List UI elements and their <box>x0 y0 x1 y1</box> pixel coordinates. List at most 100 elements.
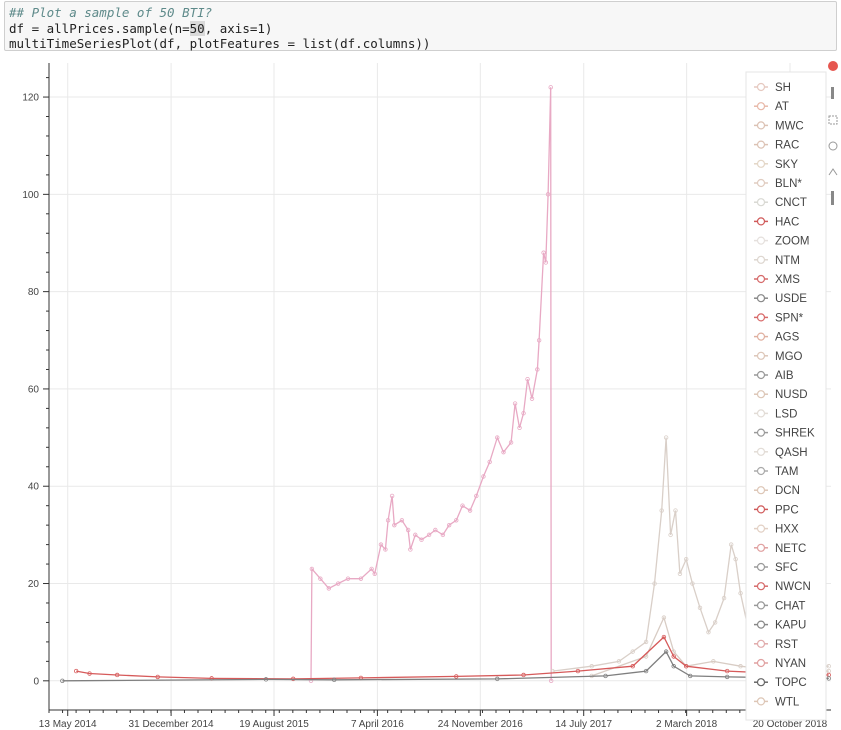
data-point <box>826 664 831 669</box>
data-point <box>663 435 669 440</box>
data-point <box>671 664 676 669</box>
legend-label: NWCN <box>775 581 811 593</box>
legend-label: SFC <box>775 562 798 574</box>
x-tick-label: 31 December 2014 <box>129 719 214 730</box>
data-point <box>335 581 341 586</box>
data-point <box>372 571 377 576</box>
legend-swatch-marker <box>756 140 766 149</box>
data-point <box>671 654 676 659</box>
legend-label: BLN* <box>775 178 802 190</box>
data-point <box>738 591 743 596</box>
legend-label: QASH <box>775 447 808 459</box>
legend-swatch-marker <box>756 582 766 591</box>
data-point <box>454 518 459 523</box>
data-point <box>345 576 351 581</box>
legend-swatch-marker <box>756 274 766 284</box>
data-point <box>545 192 551 197</box>
data-point <box>495 435 500 440</box>
data-point <box>721 595 727 601</box>
legend-label: TOPC <box>775 677 807 689</box>
data-point <box>512 401 518 406</box>
data-point <box>535 367 540 372</box>
data-point <box>673 508 678 513</box>
x-tick-label: 20 October 2018 <box>753 719 828 730</box>
reset-icon[interactable] <box>826 190 840 205</box>
box-zoom-icon[interactable] <box>826 114 840 128</box>
legend-label: AIB <box>775 370 794 382</box>
data-point <box>529 396 535 401</box>
legend-label: RAC <box>775 140 799 152</box>
legend-label: XMS <box>775 274 800 286</box>
legend-swatch-marker <box>756 82 766 92</box>
code-sample-post: , axis=1) <box>204 20 273 36</box>
legend-swatch-marker <box>756 370 766 380</box>
save-icon[interactable] <box>826 166 840 180</box>
data-point <box>155 674 160 680</box>
data-point <box>508 440 514 445</box>
data-point <box>326 586 332 591</box>
data-point <box>711 659 716 664</box>
data-point <box>383 547 388 552</box>
code-cell[interactable]: ## Plot a sample of 50 BTI? df = allPric… <box>4 1 837 51</box>
legend-swatch-marker <box>756 102 766 111</box>
data-point <box>454 674 459 679</box>
legend-swatch-marker <box>756 447 766 456</box>
bokeh-logo-icon[interactable] <box>826 60 840 74</box>
x-tick-label: 2 March 2018 <box>656 719 718 730</box>
data-point <box>521 672 526 678</box>
y-tick-label: 100 <box>22 190 39 201</box>
data-point <box>663 649 669 654</box>
pan-icon[interactable] <box>826 86 840 100</box>
legend-label: WTL <box>775 696 800 708</box>
legend-swatch-marker <box>756 562 766 572</box>
x-tick-label: 13 May 2014 <box>39 719 97 730</box>
x-tick-label: 14 July 2017 <box>555 719 612 730</box>
legend-swatch-marker <box>756 313 766 322</box>
data-point <box>73 668 79 674</box>
legend-swatch-marker <box>756 620 766 629</box>
legend-swatch-marker <box>756 601 766 610</box>
wheel-zoom-icon[interactable] <box>826 140 840 154</box>
legend-label: NYAN <box>775 658 806 670</box>
data-point <box>114 672 120 678</box>
data-point <box>501 449 506 455</box>
legend-label: PPC <box>775 504 799 516</box>
legend-label: HXX <box>775 524 799 536</box>
data-point <box>467 508 473 513</box>
data-point <box>683 556 689 562</box>
y-tick-label: 120 <box>22 93 39 104</box>
data-point <box>446 522 452 528</box>
data-point <box>630 664 635 669</box>
data-point <box>733 556 738 562</box>
legend-label: AT <box>775 101 789 113</box>
legend-swatch-marker <box>756 658 766 668</box>
legend-label: USDE <box>775 293 807 305</box>
data-point <box>460 503 465 508</box>
legend-label: HAC <box>775 216 799 228</box>
legend-label: SH <box>775 82 791 94</box>
legend-swatch-marker <box>756 543 766 552</box>
legend-swatch-marker <box>756 428 766 437</box>
data-point <box>677 571 683 576</box>
time-series-chart[interactable]: 0 20 40 60 80 100 120 13 May 2014 31 December 20… <box>0 55 841 730</box>
data-point <box>408 547 413 552</box>
x-tick-label: 19 August 2015 <box>239 719 309 730</box>
legend-swatch-marker <box>756 236 766 245</box>
code-sample-pre: df = allPrices.sample(n= <box>9 20 190 36</box>
data-point <box>392 522 397 528</box>
data-point <box>668 532 673 538</box>
legend-swatch-marker <box>756 198 766 207</box>
data-point <box>60 678 65 684</box>
series-line-grey <box>62 650 829 682</box>
legend-swatch-marker <box>756 466 766 476</box>
legend-swatch-marker <box>756 217 766 226</box>
y-tick-label: 60 <box>28 384 40 395</box>
legend-label: TAM <box>775 466 798 478</box>
series-line-red <box>76 635 829 680</box>
data-point <box>536 338 542 343</box>
data-point <box>659 508 664 513</box>
plot-toolbar <box>826 60 841 220</box>
data-point <box>433 527 438 533</box>
data-point <box>318 576 323 581</box>
data-point <box>738 664 743 669</box>
